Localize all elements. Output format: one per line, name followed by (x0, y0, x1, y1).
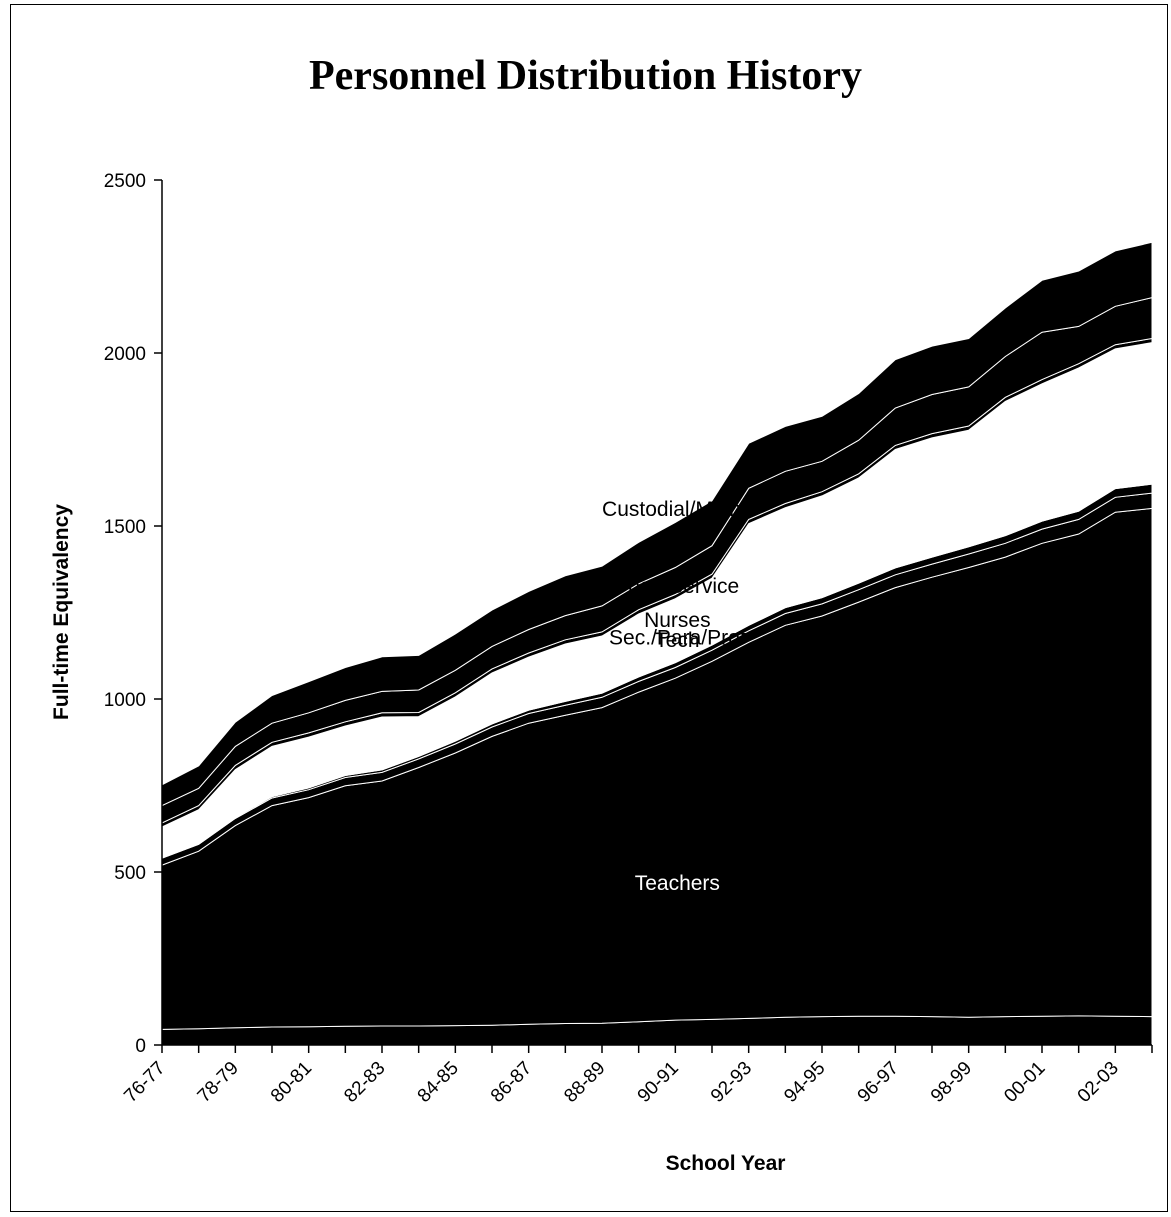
x-tick-label: 80-81 (267, 1058, 316, 1107)
series-label-custodial-maint: Custodial/Maint. (602, 498, 753, 521)
y-tick-label: 500 (114, 863, 146, 884)
series-label-nurses: Nurses (644, 609, 711, 632)
series-label-tech: Tech (655, 629, 699, 652)
x-tick-label: 98-99 (927, 1058, 976, 1107)
x-tick-label: 86-87 (487, 1058, 536, 1107)
series-label-sec-para-prof: Sec./Para/Prof (609, 627, 746, 650)
series-label-food-service: Food Service (615, 575, 739, 598)
y-tick-label: 1000 (104, 690, 146, 711)
x-tick-label: 84-85 (414, 1058, 463, 1107)
x-tick-label: 92-93 (707, 1058, 756, 1107)
series-label-teachers: Teachers (635, 872, 720, 895)
x-tick-label: 96-97 (854, 1058, 903, 1107)
y-tick-label: 0 (135, 1036, 146, 1057)
x-tick-label: 94-95 (780, 1058, 829, 1107)
chart-title: Personnel Distribution History (309, 53, 862, 99)
y-tick-label: 1500 (104, 517, 146, 538)
y-tick-label: 2000 (104, 344, 146, 365)
x-tick-label: 82-83 (340, 1058, 389, 1107)
x-tick-label: 00-01 (1000, 1058, 1049, 1107)
area-series-custodial-maint (161, 241, 1153, 807)
x-axis-title: School Year (665, 1152, 786, 1175)
x-tick-label: 78-79 (194, 1058, 243, 1107)
x-tick-label: 02-03 (1074, 1058, 1123, 1107)
y-tick-label: 2500 (104, 171, 146, 192)
x-tick-label: 90-91 (634, 1058, 683, 1107)
x-tick-label: 76-77 (120, 1058, 169, 1107)
x-tick-label: 88-89 (560, 1058, 609, 1107)
